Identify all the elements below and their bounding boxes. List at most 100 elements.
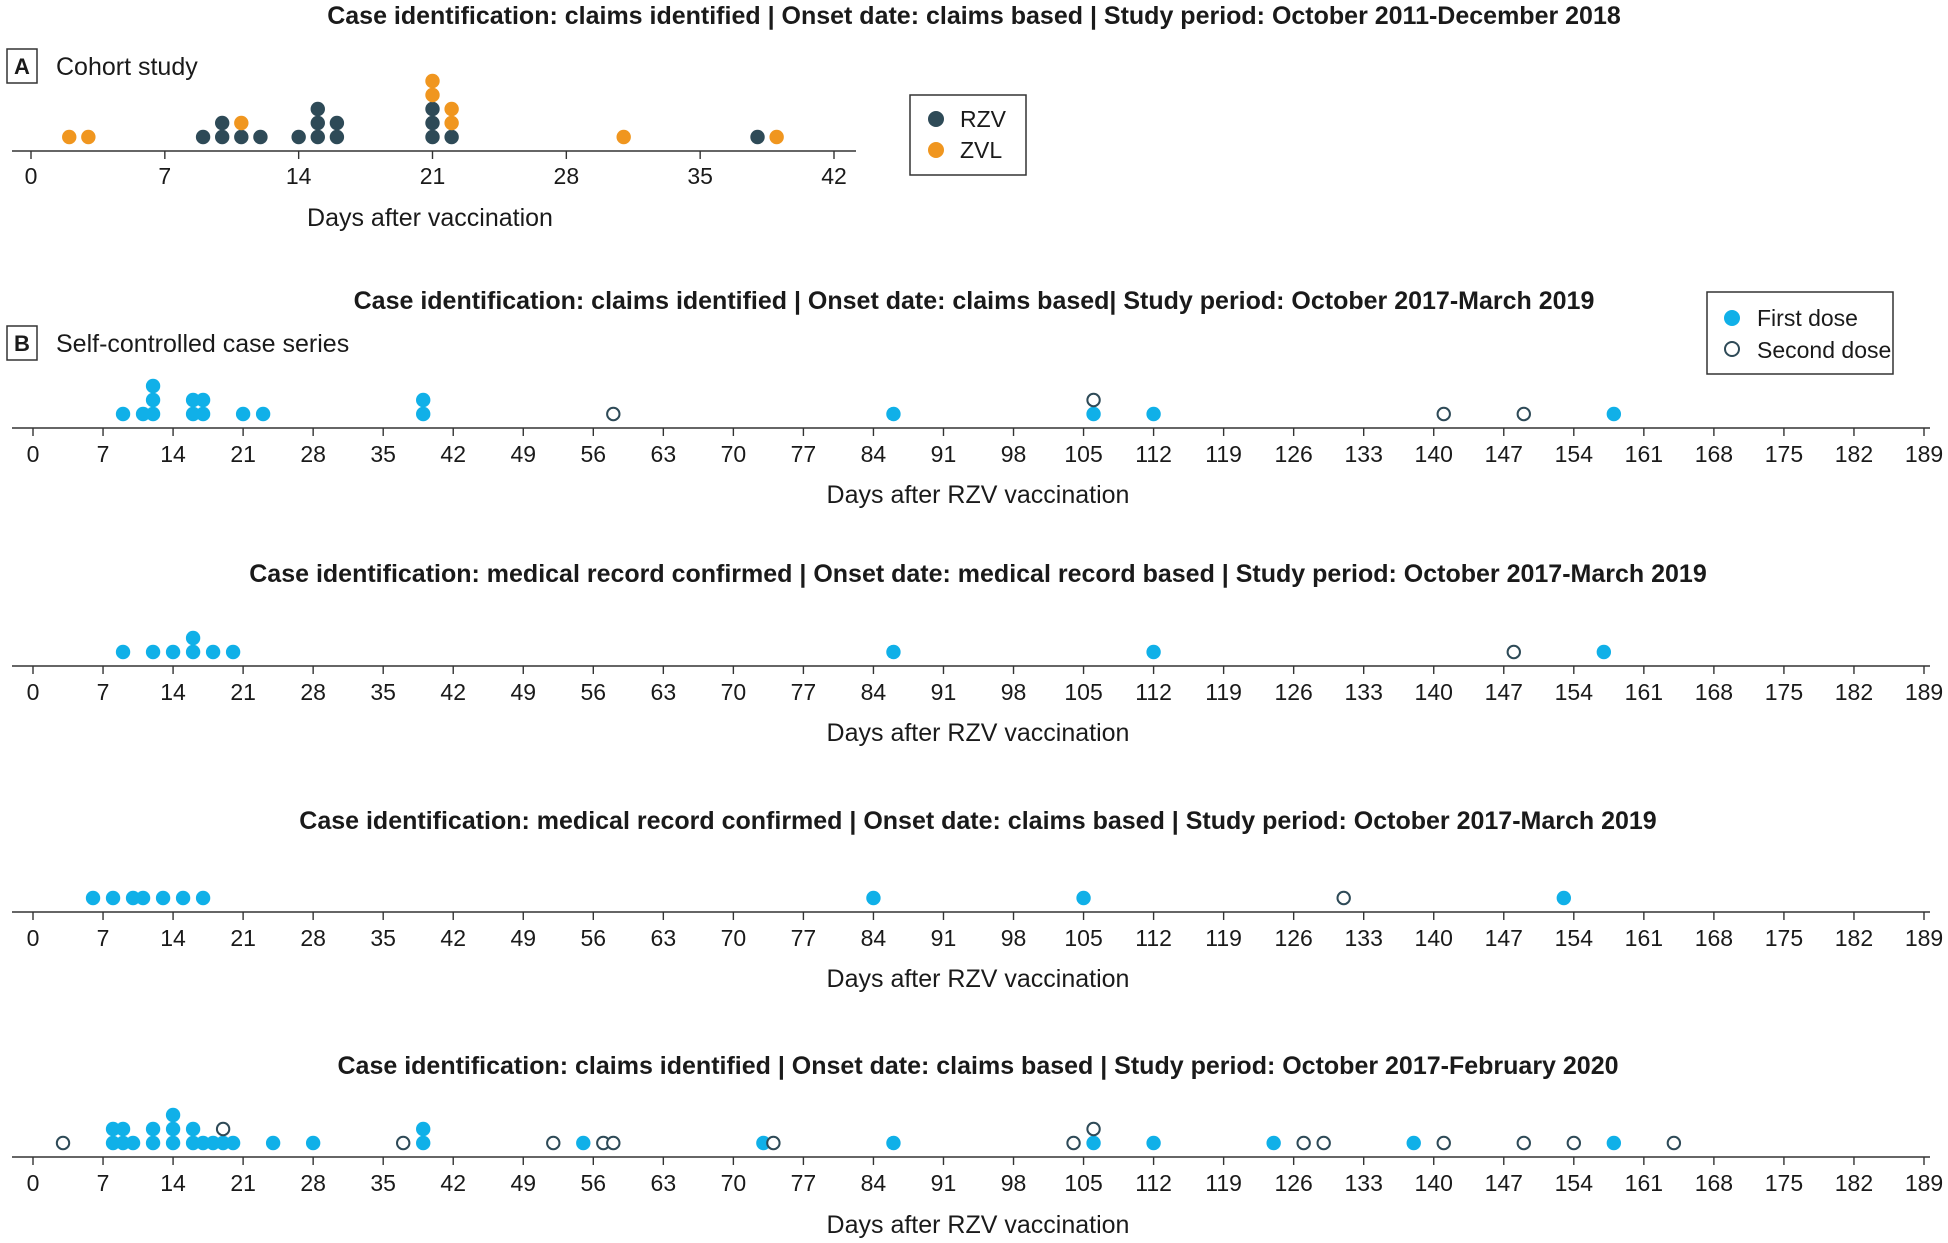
x-tick-label: 175: [1765, 441, 1803, 467]
x-tick-label: 63: [651, 441, 677, 467]
plot-sccs-claims-2019: 0 7 14 21 28 35 42 49 56 63 70 77 84 91 98 105 112 119 126…: [12, 378, 1943, 509]
first-dose-case-dot: [886, 1135, 901, 1151]
x-tick-label: 70: [721, 441, 747, 467]
second-dose-case-dot: [1296, 1135, 1311, 1151]
rzv-case-dot: [310, 101, 325, 117]
x-tick-label: 56: [580, 925, 606, 951]
first-dose-case-dot: [886, 644, 901, 660]
panel-b-letter: B: [14, 331, 30, 356]
panel-b-plot-3-title: Case identification: medical record conf…: [299, 807, 1656, 835]
x-tick-label: 105: [1064, 679, 1102, 705]
zvl-case-dot: [444, 101, 459, 117]
x-tick-label: 63: [651, 925, 677, 951]
x-tick-label: 0: [27, 441, 40, 467]
x-tick-label: 119: [1205, 925, 1242, 951]
x-tick-label: 28: [300, 925, 326, 951]
x-tick-label: 175: [1765, 1170, 1803, 1196]
first-dose-case-dot: [165, 644, 181, 660]
x-tick-label: 140: [1415, 925, 1453, 951]
legend-rzv-marker: [928, 111, 944, 127]
x-axis-title: Days after RZV vaccination: [827, 481, 1130, 509]
x-tick-label: 35: [370, 441, 396, 467]
x-tick-label: 84: [861, 441, 887, 467]
x-tick-label: 77: [791, 441, 817, 467]
x-tick-label: 14: [160, 679, 186, 705]
zvl-case-dot: [234, 115, 249, 131]
plot-sccs-medical-record-claims-onset: 0 7 14 21 28 35 42 49 56 63 70 77 84 91 98 105 112 119 126…: [12, 890, 1943, 993]
first-dose-case-dot: [205, 644, 221, 660]
x-tick-label: 7: [97, 1170, 110, 1196]
first-dose-case-dot: [225, 1135, 241, 1151]
x-tick-label: 77: [791, 679, 817, 705]
x-tick-label: 189: [1905, 1170, 1943, 1196]
x-tick-label: 42: [440, 679, 466, 705]
first-dose-case-dot: [1076, 890, 1091, 906]
first-dose-case-dot: [85, 890, 101, 906]
first-dose-case-dot: [1596, 644, 1612, 660]
x-tick-label: 21: [230, 441, 256, 467]
second-dose-case-dot: [1666, 1135, 1682, 1151]
zvl-case-dot: [769, 129, 784, 145]
x-tick-label: 161: [1625, 1170, 1663, 1196]
x-tick-label: 161: [1625, 925, 1663, 951]
x-tick-label: 35: [370, 679, 396, 705]
legend-second-dose-marker: [1724, 341, 1740, 357]
x-tick-label: 35: [687, 163, 713, 189]
x-tick-label: 175: [1765, 925, 1803, 951]
panel-b-legend: First dose Second dose: [1706, 291, 1894, 375]
panel-b-name: Self-controlled case series: [56, 330, 349, 358]
rzv-case-dot: [425, 129, 440, 145]
x-tick-label: 91: [931, 441, 957, 467]
x-tick-label: 112: [1135, 1170, 1172, 1196]
first-dose-case-dot: [145, 1135, 161, 1151]
second-dose-case-dot: [1516, 406, 1531, 422]
x-tick-label: 154: [1555, 441, 1594, 467]
x-tick-label: 7: [97, 679, 110, 705]
second-dose-case-dot: [766, 1135, 781, 1151]
x-tick-label: 126: [1274, 679, 1312, 705]
rzv-case-dot: [425, 101, 440, 117]
x-tick-label: 91: [931, 925, 957, 951]
first-dose-case-dot: [125, 890, 141, 906]
x-tick-label: 175: [1765, 679, 1803, 705]
x-tick-label: 84: [861, 1170, 887, 1196]
x-tick-label: 98: [1001, 441, 1027, 467]
second-dose-case-dot: [1336, 890, 1351, 906]
x-tick-label: 42: [440, 441, 466, 467]
first-dose-case-dot: [416, 1121, 431, 1137]
x-tick-label: 28: [554, 163, 580, 189]
first-dose-case-dot: [1086, 406, 1101, 422]
x-tick-label: 21: [230, 925, 256, 951]
first-dose-case-dot: [416, 392, 431, 408]
x-tick-label: 14: [160, 1170, 186, 1196]
x-tick-label: 133: [1345, 925, 1383, 951]
first-dose-case-dot: [105, 1135, 121, 1151]
x-tick-label: 112: [1135, 925, 1172, 951]
first-dose-case-dot: [175, 890, 191, 906]
second-dose-case-dot: [215, 1121, 231, 1137]
x-tick-label: 28: [300, 679, 326, 705]
first-dose-case-dot: [1606, 1135, 1622, 1151]
x-tick-label: 182: [1835, 679, 1873, 705]
first-dose-case-dot: [195, 392, 211, 408]
first-dose-case-dot: [115, 644, 131, 660]
x-tick-label: 21: [230, 679, 256, 705]
x-axis-title: Days after RZV vaccination: [827, 719, 1130, 747]
first-dose-case-dot: [195, 890, 211, 906]
rzv-case-dot: [750, 129, 765, 145]
second-dose-case-dot: [606, 406, 621, 422]
x-tick-label: 21: [230, 1170, 256, 1196]
first-dose-case-dot: [145, 392, 161, 408]
first-dose-case-dot: [195, 1135, 211, 1151]
first-dose-case-dot: [115, 406, 131, 422]
first-dose-case-dot: [886, 406, 901, 422]
second-dose-case-dot: [1506, 644, 1521, 660]
x-axis-title: Days after RZV vaccination: [827, 965, 1130, 993]
first-dose-case-dot: [135, 406, 151, 422]
first-dose-case-dot: [1146, 406, 1161, 422]
x-tick-label: 105: [1064, 1170, 1102, 1196]
first-dose-case-dot: [225, 644, 241, 660]
first-dose-case-dot: [1266, 1135, 1281, 1151]
x-tick-label: 161: [1625, 441, 1663, 467]
